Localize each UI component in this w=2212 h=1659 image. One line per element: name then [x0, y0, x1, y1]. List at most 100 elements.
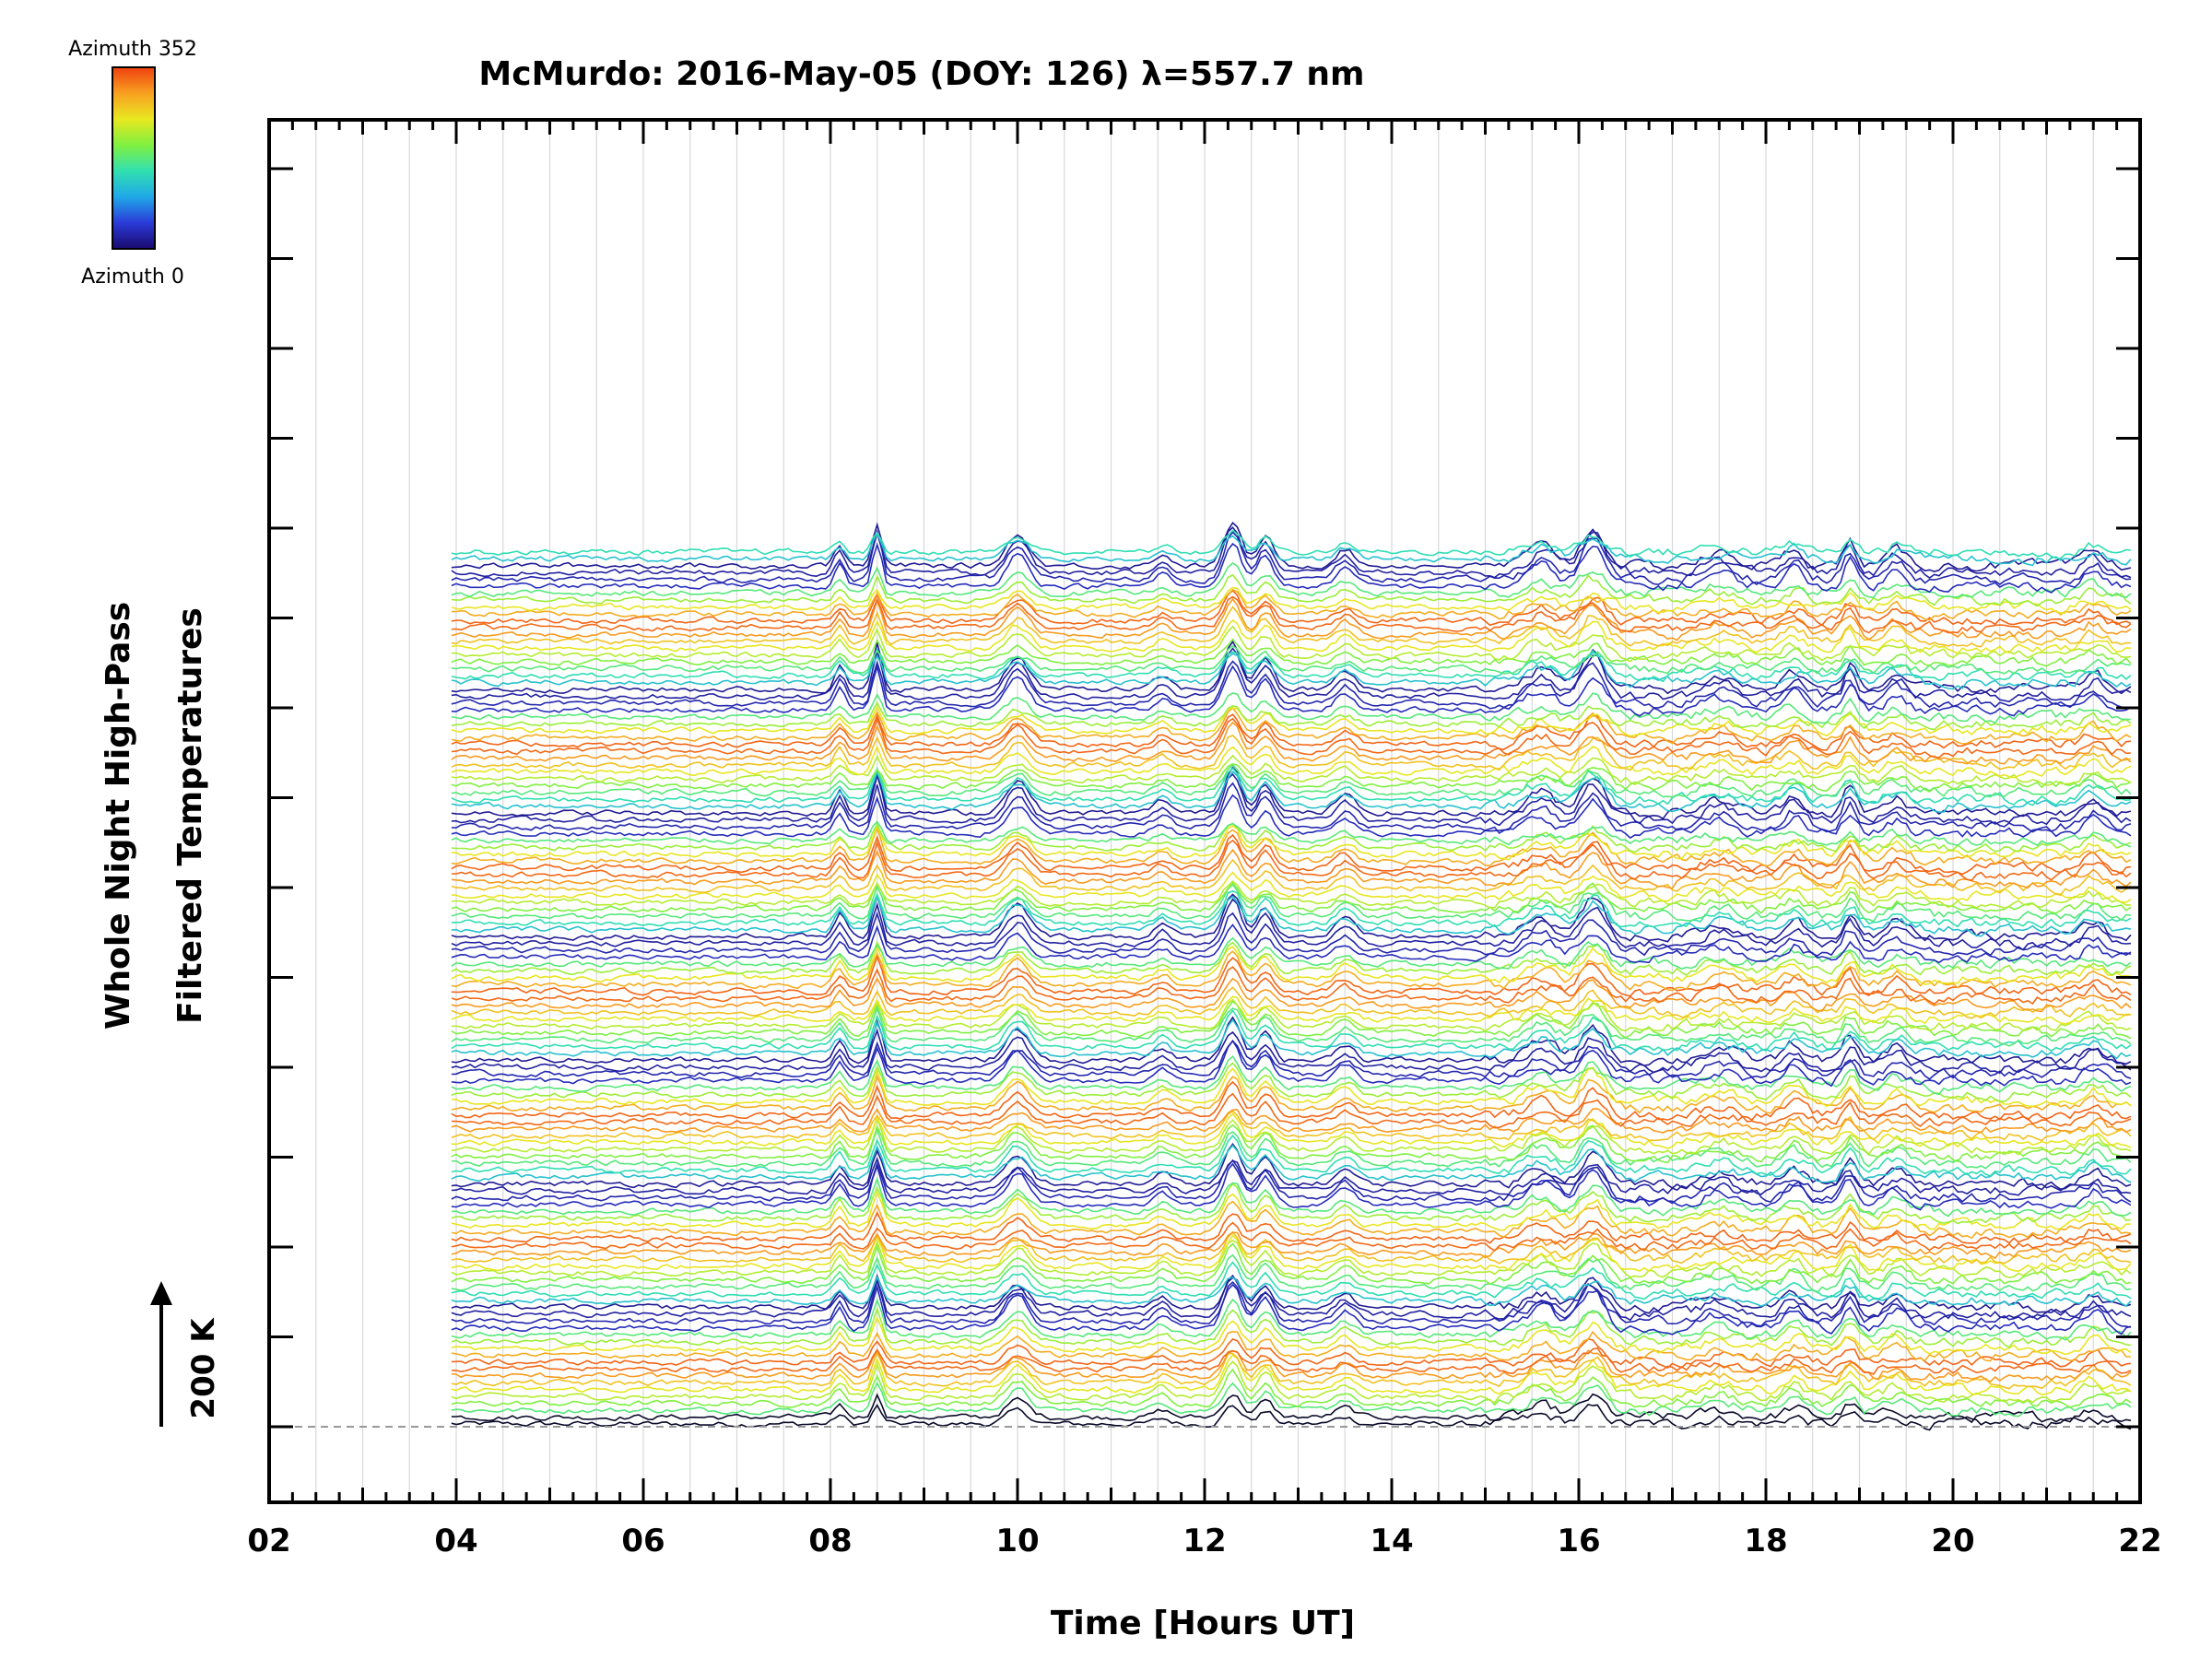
temperature-trace	[451, 706, 2132, 745]
temperature-trace	[451, 1110, 2132, 1142]
x-tick-label: 04	[434, 1523, 477, 1559]
temperature-trace	[451, 597, 2132, 641]
temperature-trace	[451, 1074, 2132, 1114]
x-tick-label: 16	[1557, 1523, 1600, 1559]
temperature-trace	[451, 1040, 2132, 1080]
temperature-trace	[451, 1330, 2131, 1362]
temperature-trace	[451, 1234, 2132, 1273]
temperature-trace	[451, 1162, 2132, 1211]
temperature-trace	[451, 734, 2132, 771]
temperature-trace	[451, 1080, 2132, 1122]
scale-bar-label: 200 K	[185, 1317, 222, 1419]
temperature-trace	[451, 1028, 2132, 1075]
temperature-trace	[451, 1275, 2132, 1308]
temperature-trace	[451, 1221, 2132, 1252]
temperature-trace	[451, 1306, 2131, 1348]
temperature-trace	[451, 954, 2132, 997]
temperature-trace	[451, 1092, 2132, 1129]
x-tick-label: 08	[808, 1523, 852, 1559]
temperature-trace	[451, 1277, 2132, 1328]
temperature-trace	[451, 1116, 2132, 1156]
temperature-trace	[451, 898, 2131, 951]
colorbar-bottom-label: Azimuth 0	[81, 265, 184, 288]
temperature-trace	[451, 945, 2132, 985]
temperature-trace	[451, 1190, 2131, 1231]
temperature-trace	[451, 1353, 2132, 1396]
x-axis-title: Time [Hours UT]	[1051, 1605, 1355, 1642]
temperature-trace	[451, 1006, 2132, 1047]
temperature-trace	[451, 640, 2132, 695]
temperature-trace	[451, 754, 2132, 786]
temperature-trace	[451, 871, 2132, 903]
axis-ticks	[267, 120, 2142, 1502]
temperature-trace	[451, 1393, 2132, 1424]
temperature-trace	[451, 766, 2132, 820]
temperature-trace	[451, 531, 2132, 567]
temperature-trace	[451, 924, 2132, 964]
temperature-trace	[451, 586, 2132, 614]
temperature-trace	[451, 1274, 2132, 1322]
x-tick-labels: 02 04 06 08 10 12 14 16 18 20 22	[247, 1523, 2161, 1559]
temperature-trace	[451, 782, 2132, 833]
temperature-trace	[451, 986, 2132, 1019]
azimuth-colorbar	[112, 66, 156, 250]
temperature-trace	[451, 717, 2131, 759]
temperature-trace	[451, 1253, 2131, 1294]
temperature-trace	[451, 771, 2132, 827]
chart-title: McMurdo: 2016-May-05 (DOY: 126) λ=557.7 …	[478, 55, 1364, 93]
temperature-trace	[451, 1000, 2132, 1040]
temperature-trace	[451, 977, 2132, 1013]
y-axis-title-line2: Filtered Temperatures	[171, 607, 209, 1024]
temperature-trace	[451, 1018, 2132, 1060]
temperature-trace	[451, 858, 2132, 897]
temperature-trace	[451, 1230, 2132, 1265]
temperature-trace	[451, 1142, 2132, 1191]
temperature-trace	[451, 1348, 2132, 1382]
temperature-trace	[451, 1066, 2132, 1108]
temperature-trace	[451, 1182, 2132, 1225]
temperature-trace	[451, 998, 2132, 1032]
temperature-trace	[451, 1134, 2132, 1177]
x-tick-label: 06	[621, 1523, 665, 1559]
temperature-trace	[451, 763, 2132, 793]
temperature-trace	[451, 647, 2132, 703]
temperature-trace	[451, 1124, 2132, 1164]
temperature-trace	[451, 660, 2132, 711]
temperature-trace	[451, 638, 2132, 667]
temperature-trace	[451, 1009, 2132, 1053]
scale-arrow-head	[150, 1281, 172, 1305]
temperature-trace	[451, 1200, 2132, 1240]
temperature-trace	[451, 995, 2131, 1025]
temperature-trace	[451, 826, 2132, 867]
temperature-trace	[451, 1368, 2132, 1408]
temperature-trace	[451, 1239, 2132, 1279]
temperature-trace	[451, 573, 2132, 607]
x-tick-label: 20	[1931, 1523, 1974, 1559]
temperature-trace	[451, 1337, 2132, 1370]
temperature-trace	[451, 644, 2131, 675]
x-tick-label: 14	[1370, 1523, 1413, 1559]
x-tick-label: 10	[995, 1523, 1039, 1559]
temperature-trace	[451, 588, 2132, 621]
temperature-trace	[451, 1112, 2132, 1149]
temperature-trace	[451, 893, 2132, 937]
temperature-trace	[451, 692, 2131, 724]
temperature-traces	[451, 521, 2132, 1431]
temperature-trace	[451, 562, 2132, 599]
temperature-trace	[451, 1273, 2132, 1314]
temperature-trace	[451, 721, 2132, 765]
temperature-trace	[451, 1347, 2132, 1375]
temperature-trace	[451, 521, 2132, 572]
temperature-trace	[451, 1159, 2132, 1205]
temperature-trace	[451, 833, 2132, 876]
temperature-trace	[451, 526, 2132, 579]
temperature-trace	[451, 848, 2132, 889]
temperature-trace	[451, 712, 2131, 751]
y-axis-title-line1: Whole Night High-Pass	[100, 602, 137, 1030]
temperature-trace	[451, 651, 2132, 690]
temperature-trace	[451, 1176, 2132, 1218]
x-tick-label: 12	[1182, 1523, 1226, 1559]
temperature-trace	[451, 881, 2132, 914]
temperature-trace	[451, 1298, 2132, 1341]
